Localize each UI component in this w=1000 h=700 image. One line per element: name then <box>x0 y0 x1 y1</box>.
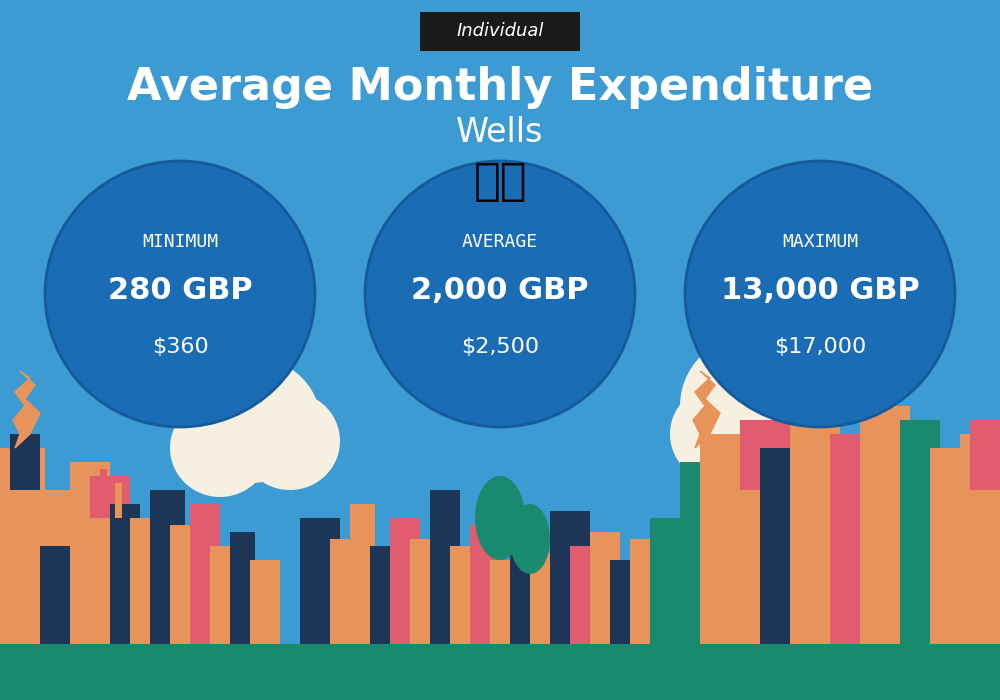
FancyBboxPatch shape <box>470 525 500 644</box>
FancyBboxPatch shape <box>630 539 665 644</box>
FancyBboxPatch shape <box>410 539 450 644</box>
FancyBboxPatch shape <box>530 553 560 644</box>
Text: Average Monthly Expenditure: Average Monthly Expenditure <box>127 66 873 109</box>
FancyBboxPatch shape <box>330 539 360 644</box>
FancyBboxPatch shape <box>300 518 340 644</box>
FancyBboxPatch shape <box>110 504 140 644</box>
FancyBboxPatch shape <box>740 420 800 490</box>
FancyBboxPatch shape <box>370 546 400 644</box>
Text: 13,000 GBP: 13,000 GBP <box>721 276 919 305</box>
FancyBboxPatch shape <box>650 518 680 644</box>
FancyBboxPatch shape <box>490 560 520 644</box>
Ellipse shape <box>45 161 315 427</box>
FancyBboxPatch shape <box>170 525 195 644</box>
Polygon shape <box>13 371 40 448</box>
Text: 🇬🇧: 🇬🇧 <box>473 160 527 204</box>
Polygon shape <box>693 371 720 448</box>
FancyBboxPatch shape <box>700 434 740 644</box>
FancyBboxPatch shape <box>860 406 910 644</box>
Text: Wells: Wells <box>456 116 544 150</box>
FancyBboxPatch shape <box>610 560 640 644</box>
Ellipse shape <box>365 161 635 427</box>
Text: MINIMUM: MINIMUM <box>142 232 218 251</box>
FancyBboxPatch shape <box>550 511 590 644</box>
Text: $17,000: $17,000 <box>774 337 866 356</box>
Ellipse shape <box>170 399 270 497</box>
FancyBboxPatch shape <box>790 420 840 644</box>
Text: MAXIMUM: MAXIMUM <box>782 232 858 251</box>
FancyBboxPatch shape <box>730 448 760 644</box>
Text: Individual: Individual <box>456 22 544 41</box>
Ellipse shape <box>510 504 550 574</box>
FancyBboxPatch shape <box>960 434 1000 644</box>
FancyBboxPatch shape <box>390 518 420 644</box>
FancyBboxPatch shape <box>900 420 940 644</box>
FancyBboxPatch shape <box>590 532 620 644</box>
FancyBboxPatch shape <box>0 448 45 644</box>
Text: 2,000 GBP: 2,000 GBP <box>411 276 589 305</box>
FancyBboxPatch shape <box>570 546 595 644</box>
Text: $2,500: $2,500 <box>461 337 539 356</box>
FancyBboxPatch shape <box>250 560 280 644</box>
FancyBboxPatch shape <box>10 434 40 490</box>
FancyBboxPatch shape <box>210 546 240 644</box>
FancyBboxPatch shape <box>150 490 185 644</box>
Ellipse shape <box>240 392 340 490</box>
FancyBboxPatch shape <box>40 490 70 644</box>
Ellipse shape <box>740 385 840 483</box>
FancyBboxPatch shape <box>70 462 110 644</box>
FancyBboxPatch shape <box>680 462 715 644</box>
FancyBboxPatch shape <box>930 448 970 644</box>
Ellipse shape <box>475 476 525 560</box>
Ellipse shape <box>685 161 955 427</box>
FancyBboxPatch shape <box>230 532 255 644</box>
FancyBboxPatch shape <box>40 490 70 546</box>
Text: 280 GBP: 280 GBP <box>108 276 252 305</box>
Ellipse shape <box>670 385 770 483</box>
FancyBboxPatch shape <box>90 476 130 518</box>
Ellipse shape <box>680 336 820 476</box>
Text: $360: $360 <box>152 337 208 356</box>
FancyBboxPatch shape <box>130 518 155 644</box>
FancyBboxPatch shape <box>760 448 800 644</box>
Ellipse shape <box>180 357 320 483</box>
FancyBboxPatch shape <box>510 532 535 644</box>
FancyBboxPatch shape <box>350 504 375 644</box>
FancyBboxPatch shape <box>430 490 460 644</box>
FancyBboxPatch shape <box>970 420 1000 490</box>
FancyBboxPatch shape <box>420 12 580 51</box>
Text: AVERAGE: AVERAGE <box>462 232 538 251</box>
FancyBboxPatch shape <box>100 469 107 511</box>
FancyBboxPatch shape <box>0 448 45 644</box>
FancyBboxPatch shape <box>0 644 1000 700</box>
FancyBboxPatch shape <box>830 434 870 644</box>
FancyBboxPatch shape <box>115 483 122 518</box>
FancyBboxPatch shape <box>190 504 220 644</box>
FancyBboxPatch shape <box>450 546 475 644</box>
